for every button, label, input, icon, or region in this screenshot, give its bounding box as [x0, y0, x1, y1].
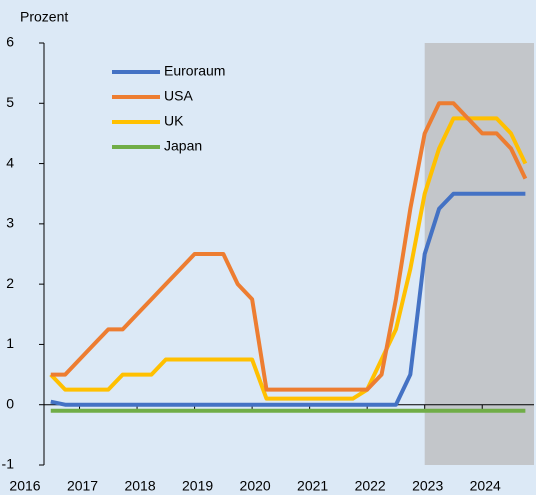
y-tick-label: 1 — [6, 335, 14, 351]
legend-label: Japan — [164, 138, 202, 154]
series-line — [50, 191, 526, 407]
x-tick-label: 2016 — [9, 478, 40, 494]
x-tick-label: 2022 — [355, 478, 386, 494]
y-axis-label: Prozent — [20, 9, 68, 25]
series-line — [50, 101, 528, 392]
x-tick-label: 2021 — [297, 478, 328, 494]
x-tick-label: 2020 — [240, 478, 271, 494]
legend-label: Euroraum — [164, 63, 225, 79]
legend-label: USA — [164, 88, 193, 104]
x-tick-label: 2018 — [124, 478, 155, 494]
x-tick-label: 2017 — [67, 478, 98, 494]
x-tick-label: 2019 — [182, 478, 213, 494]
x-tick-label: 2023 — [412, 478, 443, 494]
y-tick-label: 0 — [6, 395, 14, 411]
y-tick-label: -1 — [2, 456, 15, 472]
x-tick-label: 2024 — [470, 478, 501, 494]
y-tick-label: 4 — [6, 154, 14, 170]
y-tick-label: 2 — [6, 275, 14, 291]
y-tick-label: 3 — [6, 215, 14, 231]
y-tick-label: 5 — [6, 94, 14, 110]
legend-label: UK — [164, 113, 184, 129]
series-line — [49, 116, 528, 401]
y-tick-label: 6 — [6, 34, 14, 50]
shaded-region — [424, 43, 534, 465]
